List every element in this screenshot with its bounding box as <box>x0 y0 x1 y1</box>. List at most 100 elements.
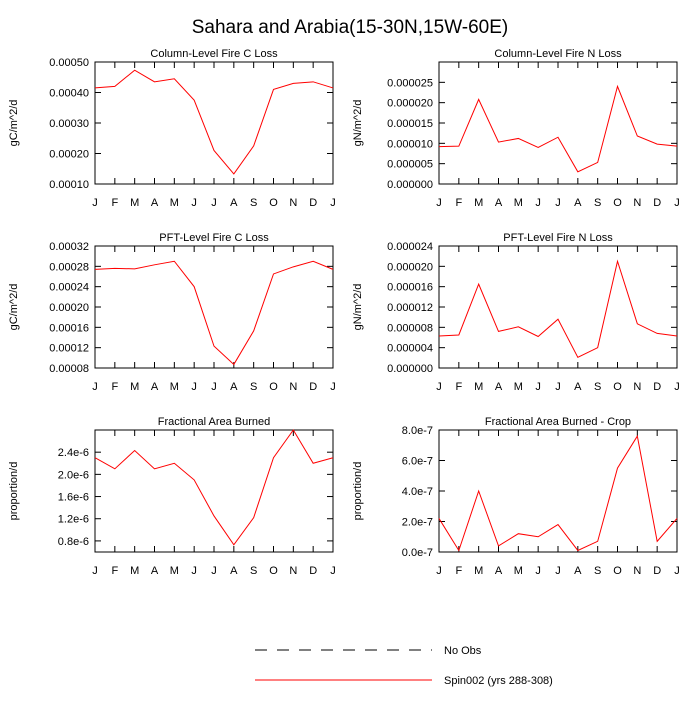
x-tick-label: M <box>474 565 483 577</box>
x-tick-label: M <box>514 565 523 577</box>
x-tick-label: J <box>555 197 561 209</box>
y-tick-label: 2.0e-6 <box>58 469 89 481</box>
plot-frame <box>438 61 678 185</box>
x-tick-label: M <box>170 565 179 577</box>
panel-fractional-area-burned: Fractional Area Burned proportion/d 0.8e-6… <box>8 416 336 577</box>
x-tick-label: D <box>309 197 317 209</box>
legend: No Obs Spin002 (yrs 288-308) <box>255 645 553 687</box>
x-tick-label: M <box>474 197 483 209</box>
y-tick-label: 0.000016 <box>387 282 433 294</box>
x-tick-label: J <box>211 565 217 577</box>
y-tick-label: 0.00030 <box>49 118 89 130</box>
panel-title: PFT-Level Fire C Loss <box>159 232 269 244</box>
panel-title: Fractional Area Burned <box>158 416 271 428</box>
y-tick-label: 0.00024 <box>49 282 89 294</box>
x-tick-label: A <box>574 197 582 209</box>
x-tick-label: O <box>269 197 278 209</box>
x-tick-label: A <box>151 381 159 393</box>
y-tick-label: 8.0e-7 <box>402 425 433 437</box>
x-tick-label: J <box>674 197 680 209</box>
x-tick-label: M <box>474 381 483 393</box>
series-line-spin002 <box>438 259 678 358</box>
x-tick-label: O <box>269 381 278 393</box>
x-tick-label: J <box>555 565 561 577</box>
y-tick-label: 0.00020 <box>49 302 89 314</box>
y-tick-label: 0.000020 <box>387 98 433 110</box>
x-tick-label: A <box>574 565 582 577</box>
x-tick-label: J <box>92 565 98 577</box>
y-tick-label: 2.4e-6 <box>58 447 89 459</box>
y-tick-label: 0.00008 <box>49 363 89 375</box>
y-tick-label: 0.00020 <box>49 149 89 161</box>
x-tick-label: J <box>191 381 197 393</box>
x-tick-label: N <box>633 565 641 577</box>
x-tick-label: J <box>211 381 217 393</box>
x-tick-label: A <box>495 197 503 209</box>
panel-pft-fire-n-loss: PFT-Level Fire N Loss gN/m^2/d 0.000000 0.0… <box>352 232 680 393</box>
x-tick-label: O <box>613 381 622 393</box>
y-tick-label: 0.00032 <box>49 241 89 253</box>
y-tick-label: 0.000010 <box>387 138 433 150</box>
x-tick-label: J <box>330 381 336 393</box>
y-tick-label: 0.000004 <box>387 343 433 355</box>
x-tick-label: J <box>674 565 680 577</box>
x-tick-label: M <box>170 197 179 209</box>
plot-frame <box>94 61 334 185</box>
legend-label-no-obs: No Obs <box>444 645 482 657</box>
plot-frame <box>94 429 334 553</box>
x-tick-label: M <box>514 197 523 209</box>
x-tick-label: J <box>330 197 336 209</box>
x-tick-label: M <box>170 381 179 393</box>
x-tick-label: J <box>436 565 442 577</box>
panel-title: Column-Level Fire N Loss <box>494 48 622 60</box>
x-tick-label: A <box>230 381 238 393</box>
series-line-spin002 <box>438 434 678 552</box>
panels-group: Column-Level Fire C Loss gC/m^2/d 0.00010 0… <box>8 48 680 577</box>
y-tick-label: 1.2e-6 <box>58 514 89 526</box>
plot-frame <box>438 245 678 369</box>
x-tick-label: S <box>250 565 257 577</box>
x-tick-label: O <box>269 565 278 577</box>
x-tick-label: S <box>250 381 257 393</box>
x-tick-label: N <box>633 197 641 209</box>
panel-column-fire-c-loss: Column-Level Fire C Loss gC/m^2/d 0.00010 0… <box>8 48 336 209</box>
series-line-spin002 <box>94 429 334 546</box>
x-tick-label: A <box>495 381 503 393</box>
y-tick-label: 0.000025 <box>387 77 433 89</box>
x-tick-label: F <box>455 381 462 393</box>
x-tick-label: J <box>191 197 197 209</box>
y-tick-label: 0.0e-7 <box>402 547 433 559</box>
panel-column-fire-n-loss: Column-Level Fire N Loss gN/m^2/d 0.000000… <box>352 48 680 209</box>
y-tick-label: 0.00016 <box>49 322 89 334</box>
panel-title: Column-Level Fire C Loss <box>150 48 278 60</box>
y-tick-label: 0.00040 <box>49 88 89 100</box>
x-tick-label: J <box>191 565 197 577</box>
x-tick-label: A <box>151 565 159 577</box>
x-tick-label: D <box>309 381 317 393</box>
x-tick-label: J <box>535 381 541 393</box>
y-axis-label: gC/m^2/d <box>8 100 20 147</box>
x-tick-label: M <box>130 565 139 577</box>
y-tick-label: 0.000008 <box>387 322 433 334</box>
x-tick-label: M <box>130 381 139 393</box>
x-tick-label: J <box>92 197 98 209</box>
legend-label-spin002: Spin002 (yrs 288-308) <box>444 675 553 687</box>
y-tick-label: 0.000000 <box>387 363 433 375</box>
x-tick-label: S <box>594 197 601 209</box>
x-tick-label: A <box>574 381 582 393</box>
x-tick-label: A <box>230 197 238 209</box>
x-tick-label: F <box>111 565 118 577</box>
x-tick-label: N <box>633 381 641 393</box>
x-tick-label: A <box>230 565 238 577</box>
x-tick-label: J <box>436 381 442 393</box>
y-tick-label: 0.00028 <box>49 261 89 273</box>
plot-frame <box>438 429 678 553</box>
x-tick-label: F <box>455 197 462 209</box>
x-tick-label: N <box>289 565 297 577</box>
x-tick-label: J <box>555 381 561 393</box>
x-tick-label: J <box>92 381 98 393</box>
y-axis-label: gN/m^2/d <box>352 100 364 147</box>
y-tick-label: 1.6e-6 <box>58 492 89 504</box>
y-tick-label: 0.000015 <box>387 118 433 130</box>
